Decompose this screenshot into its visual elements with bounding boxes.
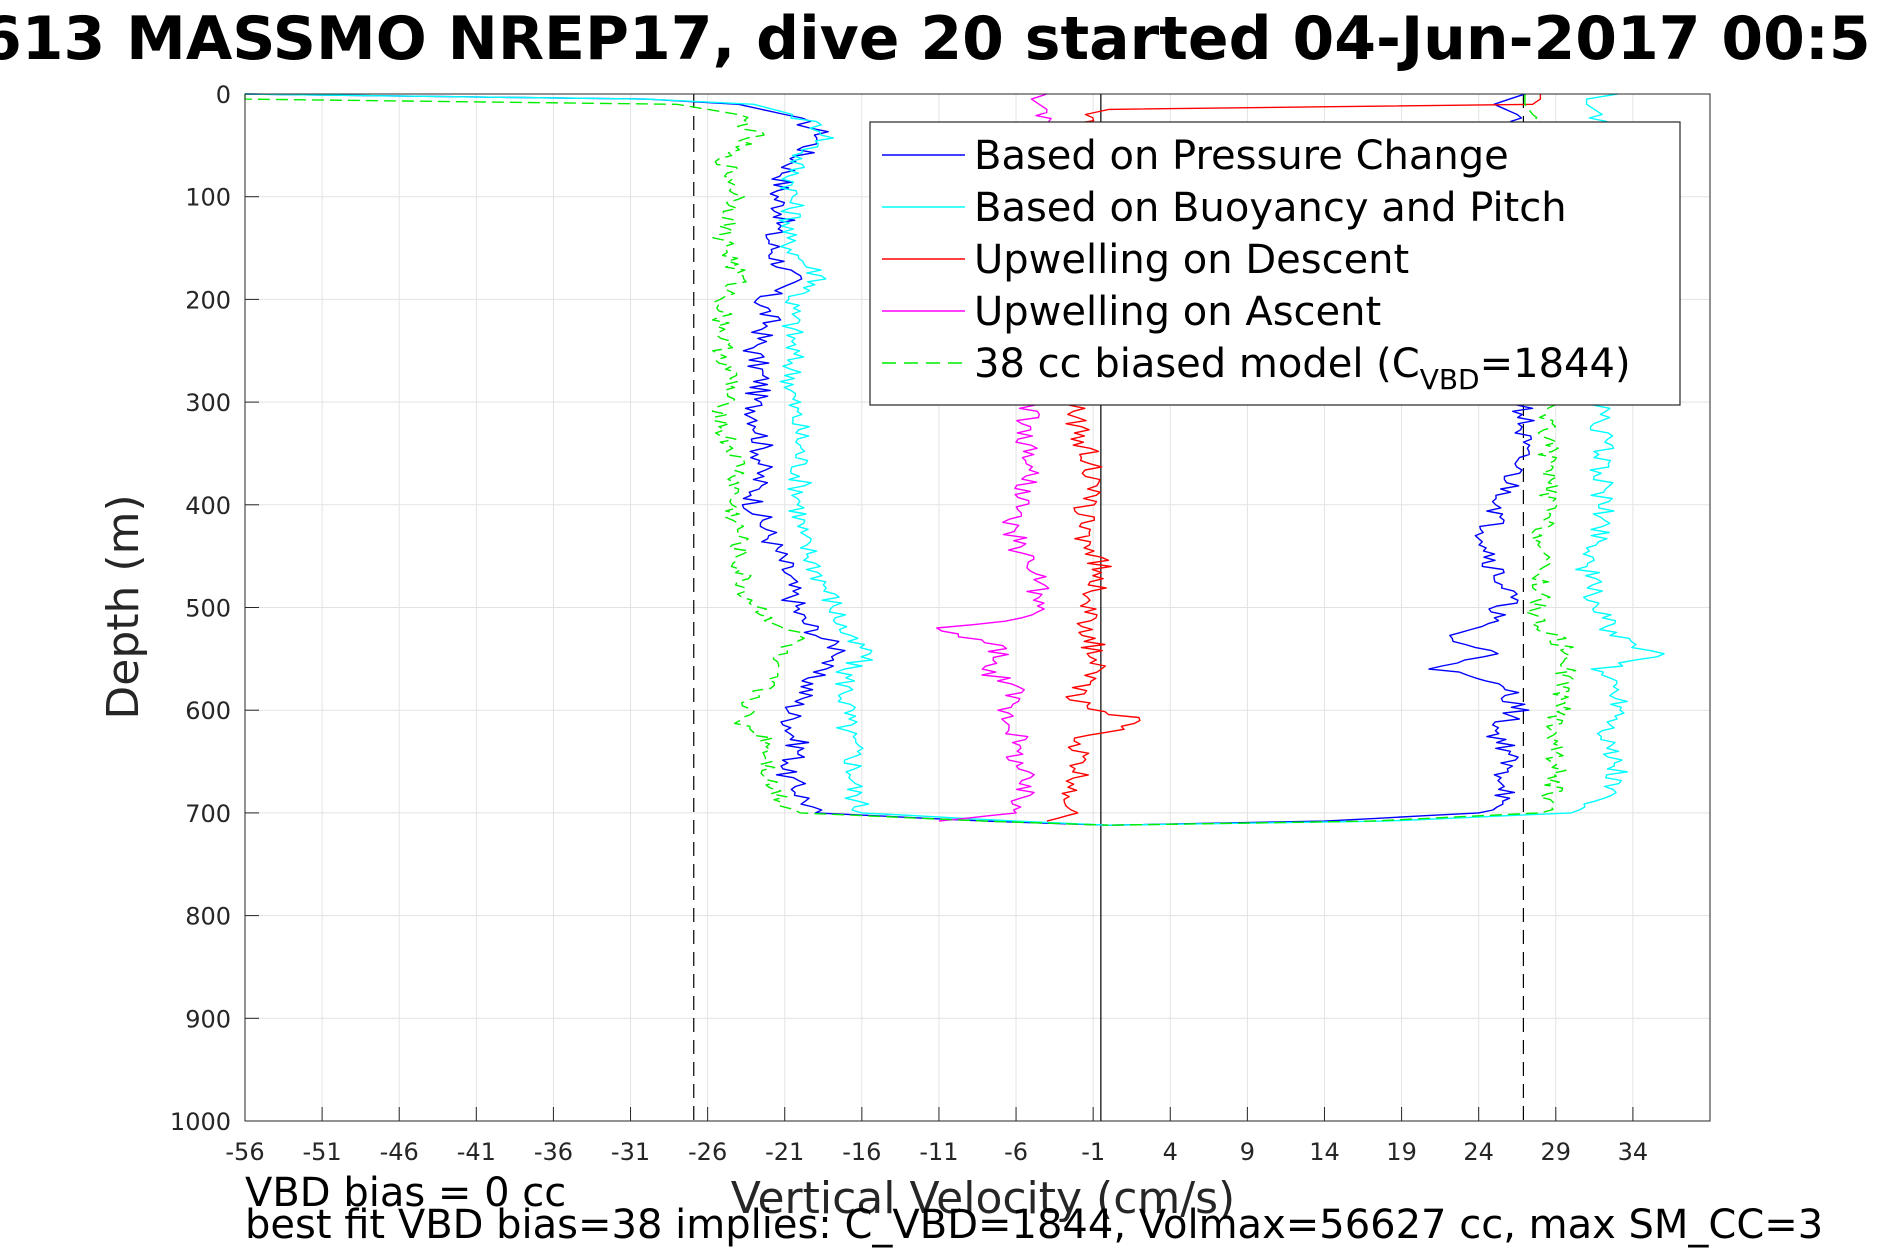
legend: Based on Pressure Change Based on Buoyanc… (869, 121, 1681, 406)
x-tick-label: -26 (688, 1138, 727, 1166)
x-tick-label: 19 (1386, 1138, 1417, 1166)
best-fit-note: best fit VBD bias=38 implies: C_VBD=1844… (245, 1202, 1823, 1248)
x-tick-label: -56 (225, 1138, 264, 1166)
legend-label: Upwelling on Ascent (974, 289, 1381, 335)
y-tick-label: 300 (185, 389, 231, 417)
x-tick-label: -36 (534, 1138, 573, 1166)
legend-box (869, 121, 1681, 406)
series-38-cc-biased-model-cvbd-1844-descent (244, 94, 1109, 826)
x-tick-label: -6 (1004, 1138, 1028, 1166)
y-tick-label: 800 (185, 903, 231, 931)
vbd-bias-note: VBD bias = 0 cc (245, 1170, 566, 1216)
x-tick-label: -46 (380, 1138, 419, 1166)
y-tick-label: 200 (185, 286, 231, 314)
y-tick-label: 600 (185, 697, 231, 725)
x-tick-label: -51 (303, 1138, 342, 1166)
x-tick-label: -11 (919, 1138, 958, 1166)
x-tick-label: 34 (1618, 1138, 1649, 1166)
x-tick-label: -31 (611, 1138, 650, 1166)
x-tick-label: 29 (1541, 1138, 1572, 1166)
legend-label: 38 cc biased model (CVBD=1844) (974, 341, 1631, 396)
x-tick-label: -21 (765, 1138, 804, 1166)
x-tick-label: -1 (1081, 1138, 1105, 1166)
legend-label: Based on Buoyancy and Pitch (974, 185, 1567, 231)
x-tick-label: 14 (1309, 1138, 1340, 1166)
axis-ticks: -56 -51 -46 -41 -36 -31 -26 -21 -16 -11 -6 -1 4 9 14 19… (170, 81, 1648, 1166)
y-tick-label: 1000 (170, 1108, 231, 1136)
y-tick-label: 0 (216, 81, 231, 109)
x-axis-label: Vertical Velocity (cm/s) (731, 1173, 1235, 1224)
y-tick-label: 900 (185, 1005, 231, 1033)
x-tick-label: 9 (1240, 1138, 1255, 1166)
legend-label: Based on Pressure Change (974, 133, 1509, 179)
y-tick-label: 500 (185, 595, 231, 623)
legend-label: Upwelling on Descent (974, 237, 1409, 283)
chart-title: 613 MASSMO NREP17, dive 20 started 04-Ju… (0, 4, 1871, 74)
x-tick-label: -16 (842, 1138, 881, 1166)
series-based-on-buoyancy-and-pitch-descent (244, 93, 1109, 826)
y-tick-label: 700 (185, 800, 231, 828)
x-tick-label: 4 (1163, 1138, 1178, 1166)
y-axis-label: Depth (m) (98, 494, 149, 719)
y-tick-label: 400 (185, 492, 231, 520)
x-tick-label: 24 (1463, 1138, 1494, 1166)
series-based-on-pressure-change-descent (244, 93, 1109, 826)
y-tick-label: 100 (185, 184, 231, 212)
x-tick-label: -41 (457, 1138, 496, 1166)
